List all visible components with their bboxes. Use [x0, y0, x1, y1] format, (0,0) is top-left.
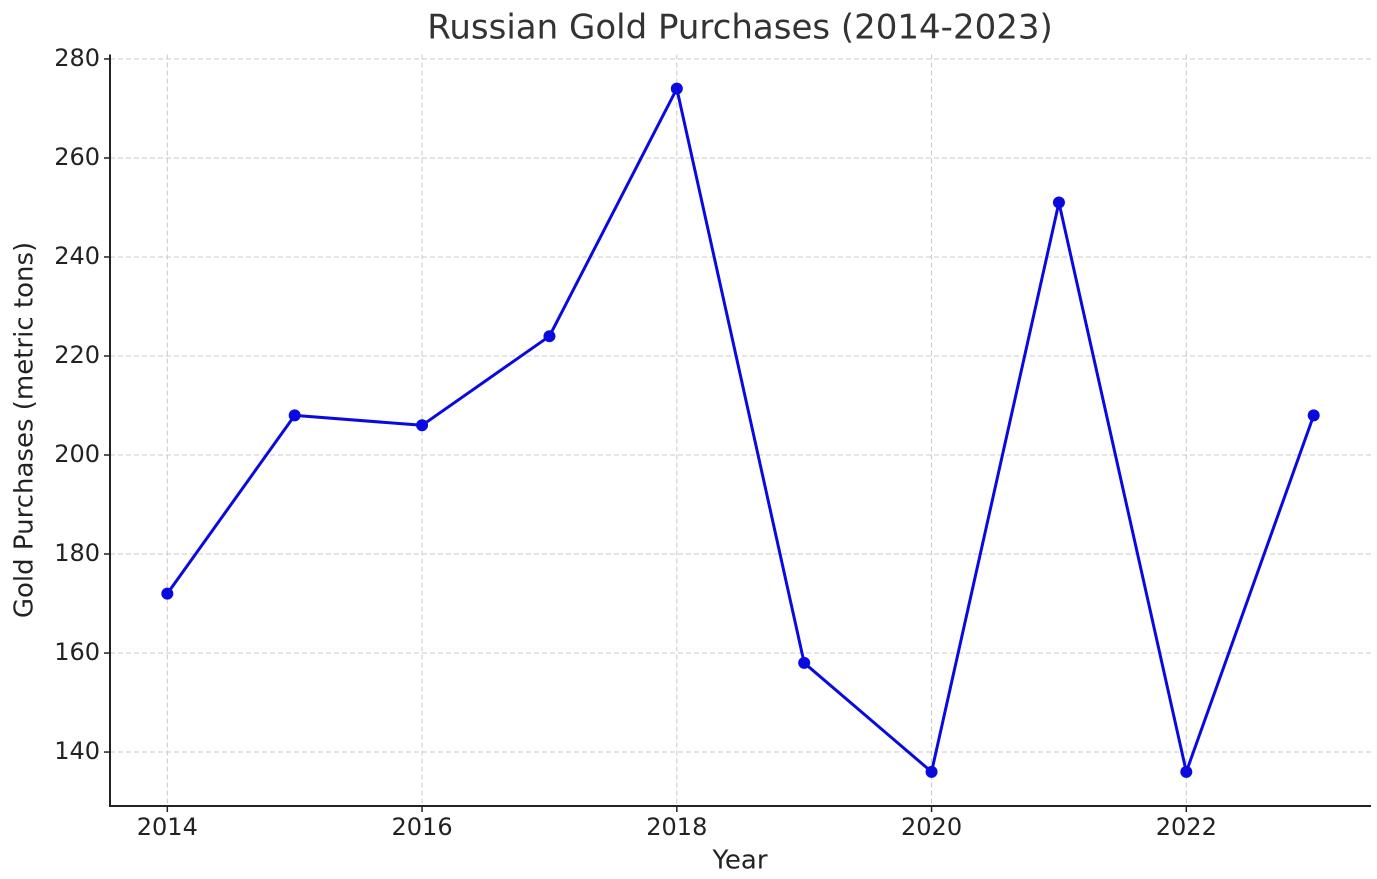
chart-title: Russian Gold Purchases (2014-2023) — [427, 8, 1052, 48]
data-point — [1180, 765, 1193, 778]
y-tick-label: 260 — [54, 143, 100, 171]
data-point — [670, 82, 683, 95]
y-tick-label: 140 — [54, 737, 100, 765]
data-point — [1307, 409, 1320, 422]
y-tick-label: 240 — [54, 242, 100, 270]
x-tick-label: 2022 — [1156, 813, 1217, 841]
data-point — [543, 330, 556, 343]
y-axis-label: Gold Purchases (metric tons) — [10, 242, 40, 618]
y-tick-label: 160 — [54, 638, 100, 666]
x-tick-label: 2014 — [137, 813, 198, 841]
data-point — [1052, 196, 1065, 209]
data-point — [925, 765, 938, 778]
y-tick-label: 180 — [54, 539, 100, 567]
x-axis-label: Year — [711, 846, 767, 876]
y-tick-label: 280 — [54, 44, 100, 72]
data-point — [288, 409, 301, 422]
data-point — [416, 419, 429, 432]
x-tick-label: 2016 — [392, 813, 453, 841]
series-line — [166, 87, 1316, 774]
data-point — [798, 656, 811, 669]
x-tick-label: 2018 — [646, 813, 707, 841]
y-tick-label: 220 — [54, 341, 100, 369]
data-point — [161, 587, 174, 600]
x-tick-label: 2020 — [901, 813, 962, 841]
y-tick-label: 200 — [54, 440, 100, 468]
